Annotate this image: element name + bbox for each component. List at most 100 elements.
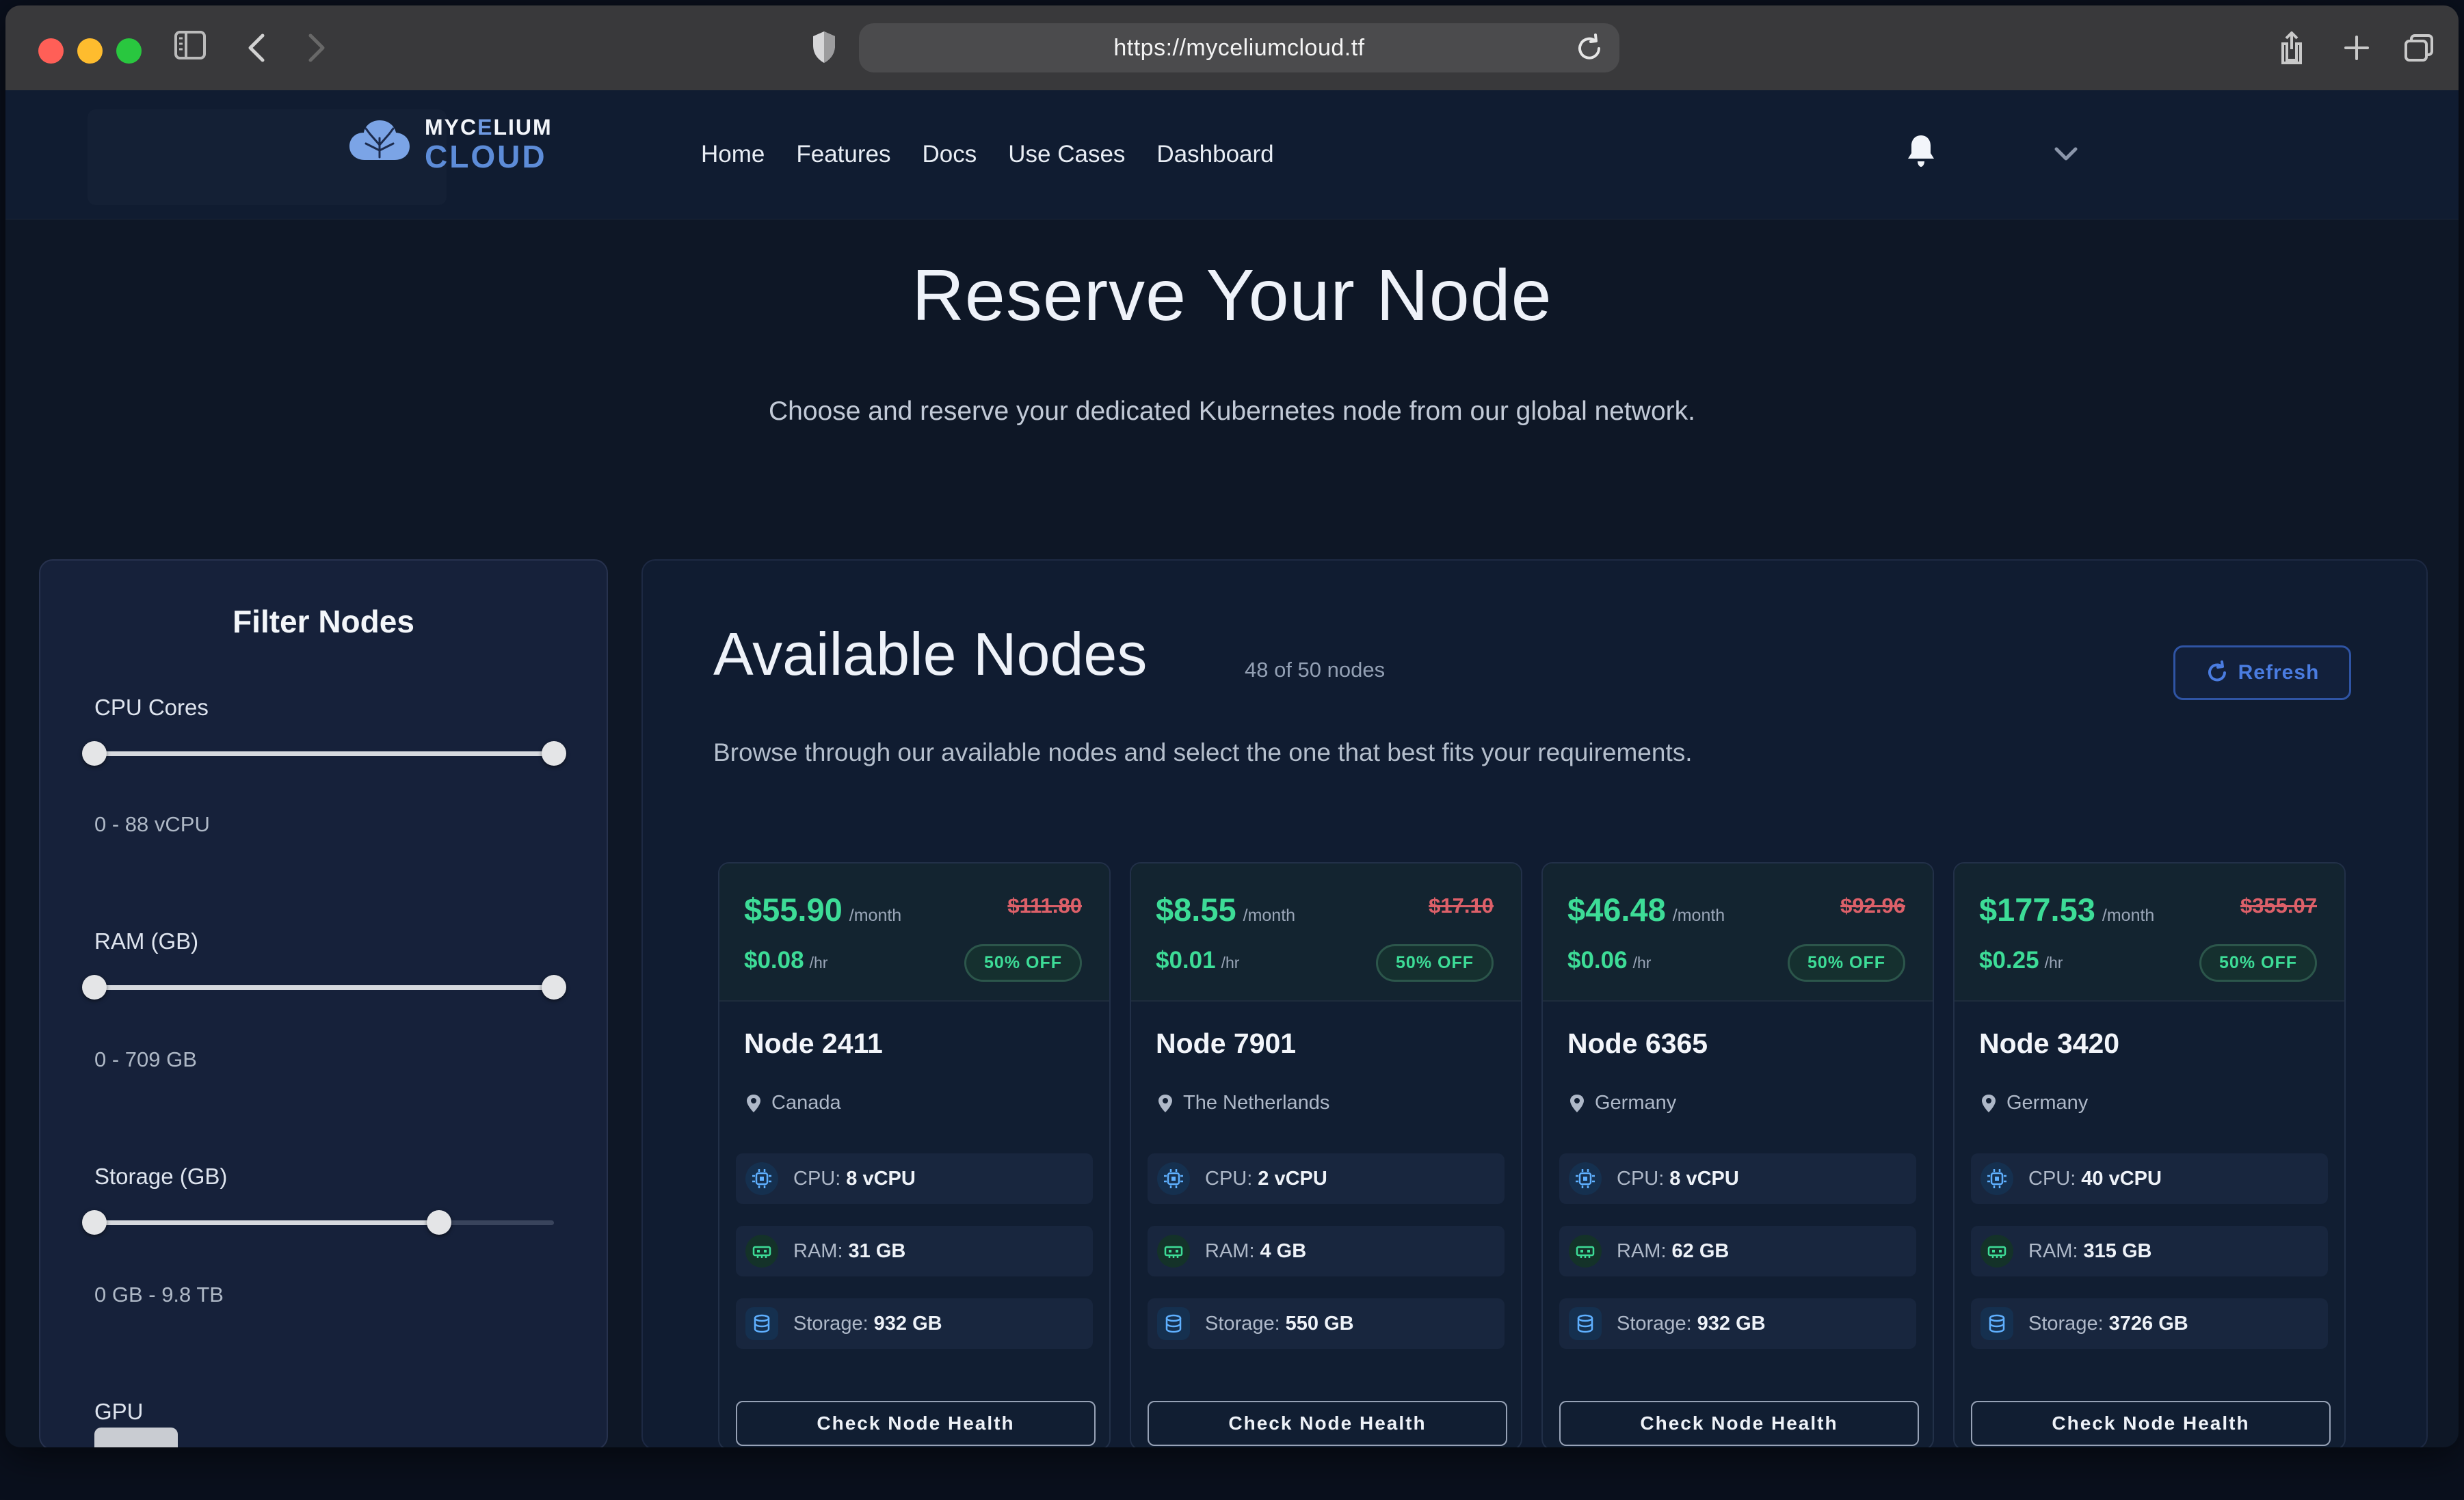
slider-fill: [94, 985, 554, 990]
brand-line2: CLOUD: [425, 139, 547, 174]
ram-icon: [745, 1235, 778, 1268]
discount-badge: 50% OFF: [1376, 944, 1494, 982]
hourly-price: $0.06/hr: [1567, 947, 1652, 974]
hourly-price: $0.25/hr: [1979, 947, 2063, 974]
page-subtitle: Choose and reserve your dedicated Kubern…: [769, 397, 1695, 426]
nav-link-use-cases[interactable]: Use Cases: [1008, 141, 1126, 168]
reload-icon[interactable]: [1576, 33, 1604, 64]
notifications-bell-icon[interactable]: [1905, 133, 1937, 170]
ram-spec-row: RAM: 31 GB: [736, 1226, 1093, 1276]
forward-button-icon[interactable]: [308, 33, 327, 63]
privacy-shield-icon[interactable]: [811, 30, 837, 64]
sidebar-toggle-icon[interactable]: [174, 30, 207, 60]
minimize-window-button[interactable]: [77, 38, 103, 64]
available-nodes-panel: Available Nodes 48 of 50 nodes Refresh B…: [641, 559, 2428, 1447]
node-location: The Netherlands: [1157, 1092, 1329, 1114]
storage-spec-row: Storage: 932 GB: [1559, 1298, 1916, 1349]
slider-handle-end[interactable]: [542, 741, 566, 766]
nav-link-docs[interactable]: Docs: [922, 141, 977, 168]
mycelium-cloud-logo-icon: [345, 115, 414, 174]
storage-spec-row: Storage: 3726 GB: [1971, 1298, 2328, 1349]
ram-range-slider[interactable]: [82, 974, 566, 1001]
tab-overview-icon[interactable]: [2403, 33, 2435, 63]
ram-spec-row: RAM: 4 GB: [1148, 1226, 1505, 1276]
filter-range-cpu: 0 - 88 vCPU: [94, 812, 210, 836]
location-label: Canada: [771, 1092, 841, 1114]
per-hour-label: /hr: [1632, 954, 1652, 972]
per-month-label: /month: [1243, 906, 1296, 925]
slider-handle-start[interactable]: [82, 1210, 107, 1235]
discount-badge: 50% OFF: [964, 944, 1082, 982]
storage-range-slider[interactable]: [82, 1209, 554, 1236]
storage-icon: [745, 1307, 778, 1340]
slider-handle-end[interactable]: [427, 1210, 451, 1235]
new-tab-icon[interactable]: [2343, 34, 2370, 62]
check-node-health-button[interactable]: Check Node Health: [1148, 1401, 1507, 1446]
check-node-health-button[interactable]: Check Node Health: [1559, 1401, 1919, 1446]
node-name: Node 3420: [1979, 1028, 2120, 1059]
nav-link-dashboard[interactable]: Dashboard: [1156, 141, 1274, 168]
ram-spec-row: RAM: 315 GB: [1971, 1226, 2328, 1276]
check-node-health-button[interactable]: Check Node Health: [736, 1401, 1096, 1446]
storage-spec-row: Storage: 932 GB: [736, 1298, 1093, 1349]
storage-spec-text: Storage: 932 GB: [793, 1312, 942, 1335]
monthly-price: $46.48/month: [1567, 892, 1725, 928]
slider-handle-end[interactable]: [542, 975, 566, 1000]
nav-link-home[interactable]: Home: [701, 141, 765, 168]
cpu-spec-row: CPU: 40 vCPU: [1971, 1153, 2328, 1204]
monthly-price: $177.53/month: [1979, 892, 2155, 928]
refresh-button[interactable]: Refresh: [2173, 645, 2351, 700]
cpu-spec-text: CPU: 2 vCPU: [1205, 1167, 1327, 1190]
storage-spec-row: Storage: 550 GB: [1148, 1298, 1505, 1349]
cpu-spec-row: CPU: 8 vCPU: [1559, 1153, 1916, 1204]
node-card: $8.55/month $0.01/hr $17.10 50% OFF Node…: [1130, 862, 1522, 1447]
filter-range-ram: 0 - 709 GB: [94, 1047, 197, 1071]
check-node-health-button[interactable]: Check Node Health: [1971, 1401, 2331, 1446]
gpu-toggle[interactable]: [94, 1428, 178, 1447]
hourly-price: $0.01/hr: [1156, 947, 1240, 974]
node-name: Node 2411: [744, 1028, 883, 1059]
close-window-button[interactable]: [38, 38, 64, 64]
storage-spec-text: Storage: 550 GB: [1205, 1312, 1354, 1335]
filter-range-storage: 0 GB - 9.8 TB: [94, 1283, 224, 1307]
section-title: Available Nodes: [713, 620, 1148, 688]
location-pin-icon: [1982, 1094, 1996, 1112]
section-description: Browse through our available nodes and s…: [713, 738, 1693, 766]
filter-panel-title: Filter Nodes: [233, 604, 414, 639]
nav-link-features[interactable]: Features: [796, 141, 891, 168]
discount-badge: 50% OFF: [1788, 944, 1905, 982]
monthly-price: $8.55/month: [1156, 892, 1296, 928]
url-bar[interactable]: https://myceliumcloud.tf: [859, 23, 1619, 72]
storage-spec-text: Storage: 3726 GB: [2028, 1312, 2188, 1335]
pricing-header: $46.48/month $0.06/hr $92.96 50% OFF: [1543, 863, 1933, 1002]
original-price: $355.07: [2240, 894, 2317, 918]
ram-spec-text: RAM: 62 GB: [1617, 1240, 1730, 1262]
share-icon[interactable]: [2277, 30, 2306, 66]
zoom-window-button[interactable]: [116, 38, 142, 64]
cpu-range-slider[interactable]: [82, 740, 566, 767]
refresh-icon: [2208, 660, 2226, 682]
per-hour-label: /hr: [1221, 954, 1240, 972]
storage-spec-text: Storage: 932 GB: [1617, 1312, 1766, 1335]
chevron-down-icon[interactable]: [2054, 146, 2078, 161]
brand-logo[interactable]: MYCELIUM CLOUD: [345, 115, 553, 174]
site-navbar: MYCELIUM CLOUD Home Features Docs Use Ca…: [5, 90, 2459, 219]
cpu-spec-text: CPU: 40 vCPU: [2028, 1167, 2162, 1190]
storage-icon: [1981, 1307, 2013, 1340]
node-location: Germany: [1569, 1092, 1676, 1114]
monthly-price: $55.90/month: [744, 892, 902, 928]
filter-label-cpu: CPU Cores: [94, 695, 209, 720]
ram-spec-text: RAM: 4 GB: [1205, 1240, 1307, 1262]
original-price: $111.80: [1007, 894, 1082, 918]
slider-handle-start[interactable]: [82, 975, 107, 1000]
back-button-icon[interactable]: [246, 33, 265, 63]
per-month-label: /month: [1672, 906, 1725, 925]
slider-handle-start[interactable]: [82, 741, 107, 766]
node-card: $177.53/month $0.25/hr $355.07 50% OFF N…: [1953, 862, 2346, 1447]
location-label: Germany: [2006, 1092, 2089, 1114]
ram-spec-text: RAM: 31 GB: [793, 1240, 906, 1262]
storage-icon: [1157, 1307, 1190, 1340]
browser-titlebar: https://myceliumcloud.tf: [5, 5, 2459, 90]
cpu-spec-text: CPU: 8 vCPU: [1617, 1167, 1739, 1190]
